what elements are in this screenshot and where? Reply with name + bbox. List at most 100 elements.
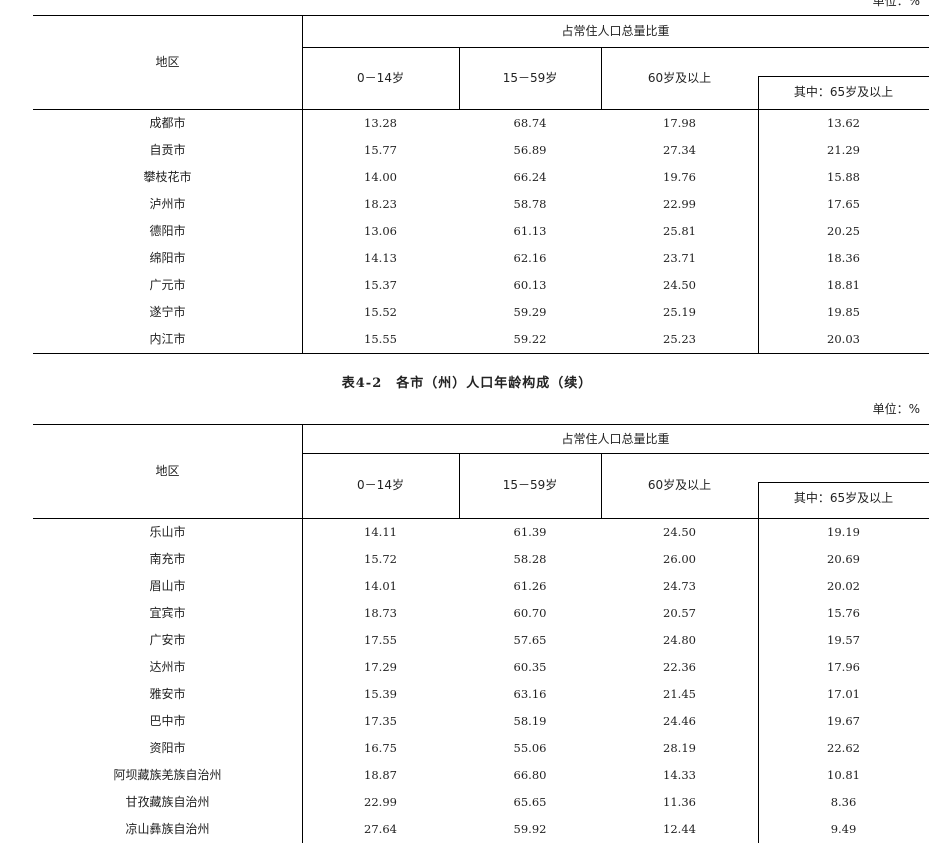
cell-age-65-plus: 9.49 [830, 822, 857, 836]
cell-region: 宜宾市 [149, 606, 186, 620]
cell-age-15-59: 62.16 [513, 251, 547, 265]
table-header: 地区 占常住人口总量比重 0－14岁 15－59岁 60岁及以上 其中：65岁及… [33, 424, 929, 519]
cell-age-65-plus: 17.65 [827, 197, 860, 211]
cell-region: 成都市 [149, 116, 186, 130]
cell-age-60-plus: 28.19 [663, 741, 696, 755]
cell-age-60-plus: 24.50 [663, 525, 696, 539]
cell-region: 自贡市 [149, 143, 186, 157]
cell-age-0-14: 15.77 [364, 143, 397, 157]
header-share: 占常住人口总量比重 [561, 432, 670, 446]
cell-age-60-plus: 17.98 [663, 116, 696, 130]
cell-age-60-plus: 27.34 [663, 143, 696, 157]
cell-age-15-59: 55.06 [513, 741, 547, 755]
table-row: 甘孜藏族自治州 22.99 65.65 11.36 8.36 [33, 789, 929, 816]
cell-age-60-plus: 25.81 [663, 224, 696, 238]
cell-age-65-plus: 15.76 [827, 606, 860, 620]
cell-region: 阿坝藏族羌族自治州 [113, 768, 222, 782]
cell-age-60-plus: 24.80 [663, 633, 696, 647]
cell-age-60-plus: 21.45 [663, 687, 696, 701]
cell-age-15-59: 66.24 [513, 170, 547, 184]
cell-age-15-59: 60.35 [513, 660, 547, 674]
cell-age-0-14: 17.29 [364, 660, 397, 674]
cell-age-65-plus: 21.29 [827, 143, 860, 157]
cell-age-65-plus: 22.62 [827, 741, 860, 755]
cell-age-0-14: 15.55 [364, 332, 397, 346]
header-region: 地区 [155, 55, 180, 69]
cell-age-65-plus: 15.88 [827, 170, 860, 184]
cell-age-0-14: 27.64 [364, 822, 397, 836]
cell-region: 雅安市 [149, 687, 186, 701]
cell-region: 德阳市 [149, 224, 186, 238]
table-row: 内江市 15.55 59.22 25.23 20.03 [33, 326, 929, 353]
table-body: 成都市 13.28 68.74 17.98 13.62 自贡市 15.77 56.89 27.3… [33, 110, 929, 354]
table-row: 南充市 15.72 58.28 26.00 20.69 [33, 546, 929, 573]
cell-region: 攀枝花市 [143, 170, 192, 184]
cell-age-60-plus: 19.76 [663, 170, 696, 184]
header-age-60-plus: 60岁及以上 [647, 71, 712, 85]
cell-age-60-plus: 25.19 [663, 305, 696, 319]
cell-age-0-14: 17.35 [364, 714, 397, 728]
cell-age-65-plus: 10.81 [827, 768, 860, 782]
cell-region: 达州市 [149, 660, 186, 674]
table-row: 宜宾市 18.73 60.70 20.57 15.76 [33, 600, 929, 627]
cell-region: 内江市 [149, 332, 186, 346]
cell-age-15-59: 68.74 [513, 116, 547, 130]
table-row: 攀枝花市 14.00 66.24 19.76 15.88 [33, 164, 929, 191]
cell-age-0-14: 16.75 [364, 741, 397, 755]
cell-age-0-14: 18.87 [364, 768, 397, 782]
table-row: 成都市 13.28 68.74 17.98 13.62 [33, 110, 929, 137]
cell-age-65-plus: 19.67 [827, 714, 860, 728]
cell-age-65-plus: 20.25 [827, 224, 860, 238]
cell-age-65-plus: 8.36 [830, 795, 857, 809]
header-age-65-plus: 其中：65岁及以上 [793, 85, 894, 99]
cell-age-15-59: 61.26 [513, 579, 547, 593]
header-age-15-59: 15－59岁 [502, 478, 558, 492]
cell-age-60-plus: 24.46 [663, 714, 696, 728]
table-row: 泸州市 18.23 58.78 22.99 17.65 [33, 191, 929, 218]
cell-age-60-plus: 14.33 [663, 768, 696, 782]
cell-region: 甘孜藏族自治州 [125, 795, 210, 809]
cell-age-15-59: 60.70 [513, 606, 547, 620]
cell-age-15-59: 66.80 [513, 768, 547, 782]
cell-age-65-plus: 18.81 [827, 278, 860, 292]
cell-age-15-59: 63.16 [513, 687, 547, 701]
cell-age-0-14: 13.28 [364, 116, 397, 130]
cell-age-0-14: 14.00 [364, 170, 397, 184]
header-age-60-plus: 60岁及以上 [647, 478, 712, 492]
header-age-15-59: 15－59岁 [502, 71, 558, 85]
table-header: 地区 占常住人口总量比重 0－14岁 15－59岁 60岁及以上 其中：65岁及… [33, 15, 929, 110]
cell-region: 泸州市 [149, 197, 186, 211]
cell-age-0-14: 14.13 [364, 251, 397, 265]
header-region: 地区 [155, 464, 180, 478]
cell-region: 广安市 [149, 633, 186, 647]
cell-age-0-14: 15.72 [364, 552, 397, 566]
cell-age-60-plus: 24.50 [663, 278, 696, 292]
cell-age-15-59: 59.29 [513, 305, 547, 319]
cell-age-0-14: 14.01 [364, 579, 397, 593]
cell-region: 巴中市 [149, 714, 186, 728]
table-row: 雅安市 15.39 63.16 21.45 17.01 [33, 681, 929, 708]
cell-region: 广元市 [149, 278, 186, 292]
cell-age-65-plus: 18.36 [827, 251, 860, 265]
cell-age-15-59: 58.28 [513, 552, 547, 566]
cell-age-60-plus: 22.99 [663, 197, 696, 211]
cell-age-65-plus: 13.62 [827, 116, 860, 130]
table-row: 凉山彝族自治州 27.64 59.92 12.44 9.49 [33, 816, 929, 843]
cell-age-15-59: 59.22 [513, 332, 547, 346]
cell-age-0-14: 15.52 [364, 305, 397, 319]
table-row: 眉山市 14.01 61.26 24.73 20.02 [33, 573, 929, 600]
cell-region: 凉山彝族自治州 [125, 822, 210, 836]
header-age-0-14: 0－14岁 [357, 478, 404, 492]
cell-age-15-59: 61.13 [513, 224, 547, 238]
cell-region: 绵阳市 [149, 251, 186, 265]
table-row: 广元市 15.37 60.13 24.50 18.81 [33, 272, 929, 299]
cell-age-0-14: 18.73 [364, 606, 397, 620]
cell-age-15-59: 61.39 [513, 525, 547, 539]
table-row: 广安市 17.55 57.65 24.80 19.57 [33, 627, 929, 654]
cell-region: 眉山市 [149, 579, 186, 593]
cell-age-65-plus: 19.85 [827, 305, 860, 319]
cell-age-60-plus: 26.00 [663, 552, 696, 566]
cell-age-60-plus: 24.73 [663, 579, 696, 593]
age-structure-table-2: 地区 占常住人口总量比重 0－14岁 15－59岁 60岁及以上 其中：65岁及… [33, 424, 929, 843]
table-row: 乐山市 14.11 61.39 24.50 19.19 [33, 519, 929, 546]
